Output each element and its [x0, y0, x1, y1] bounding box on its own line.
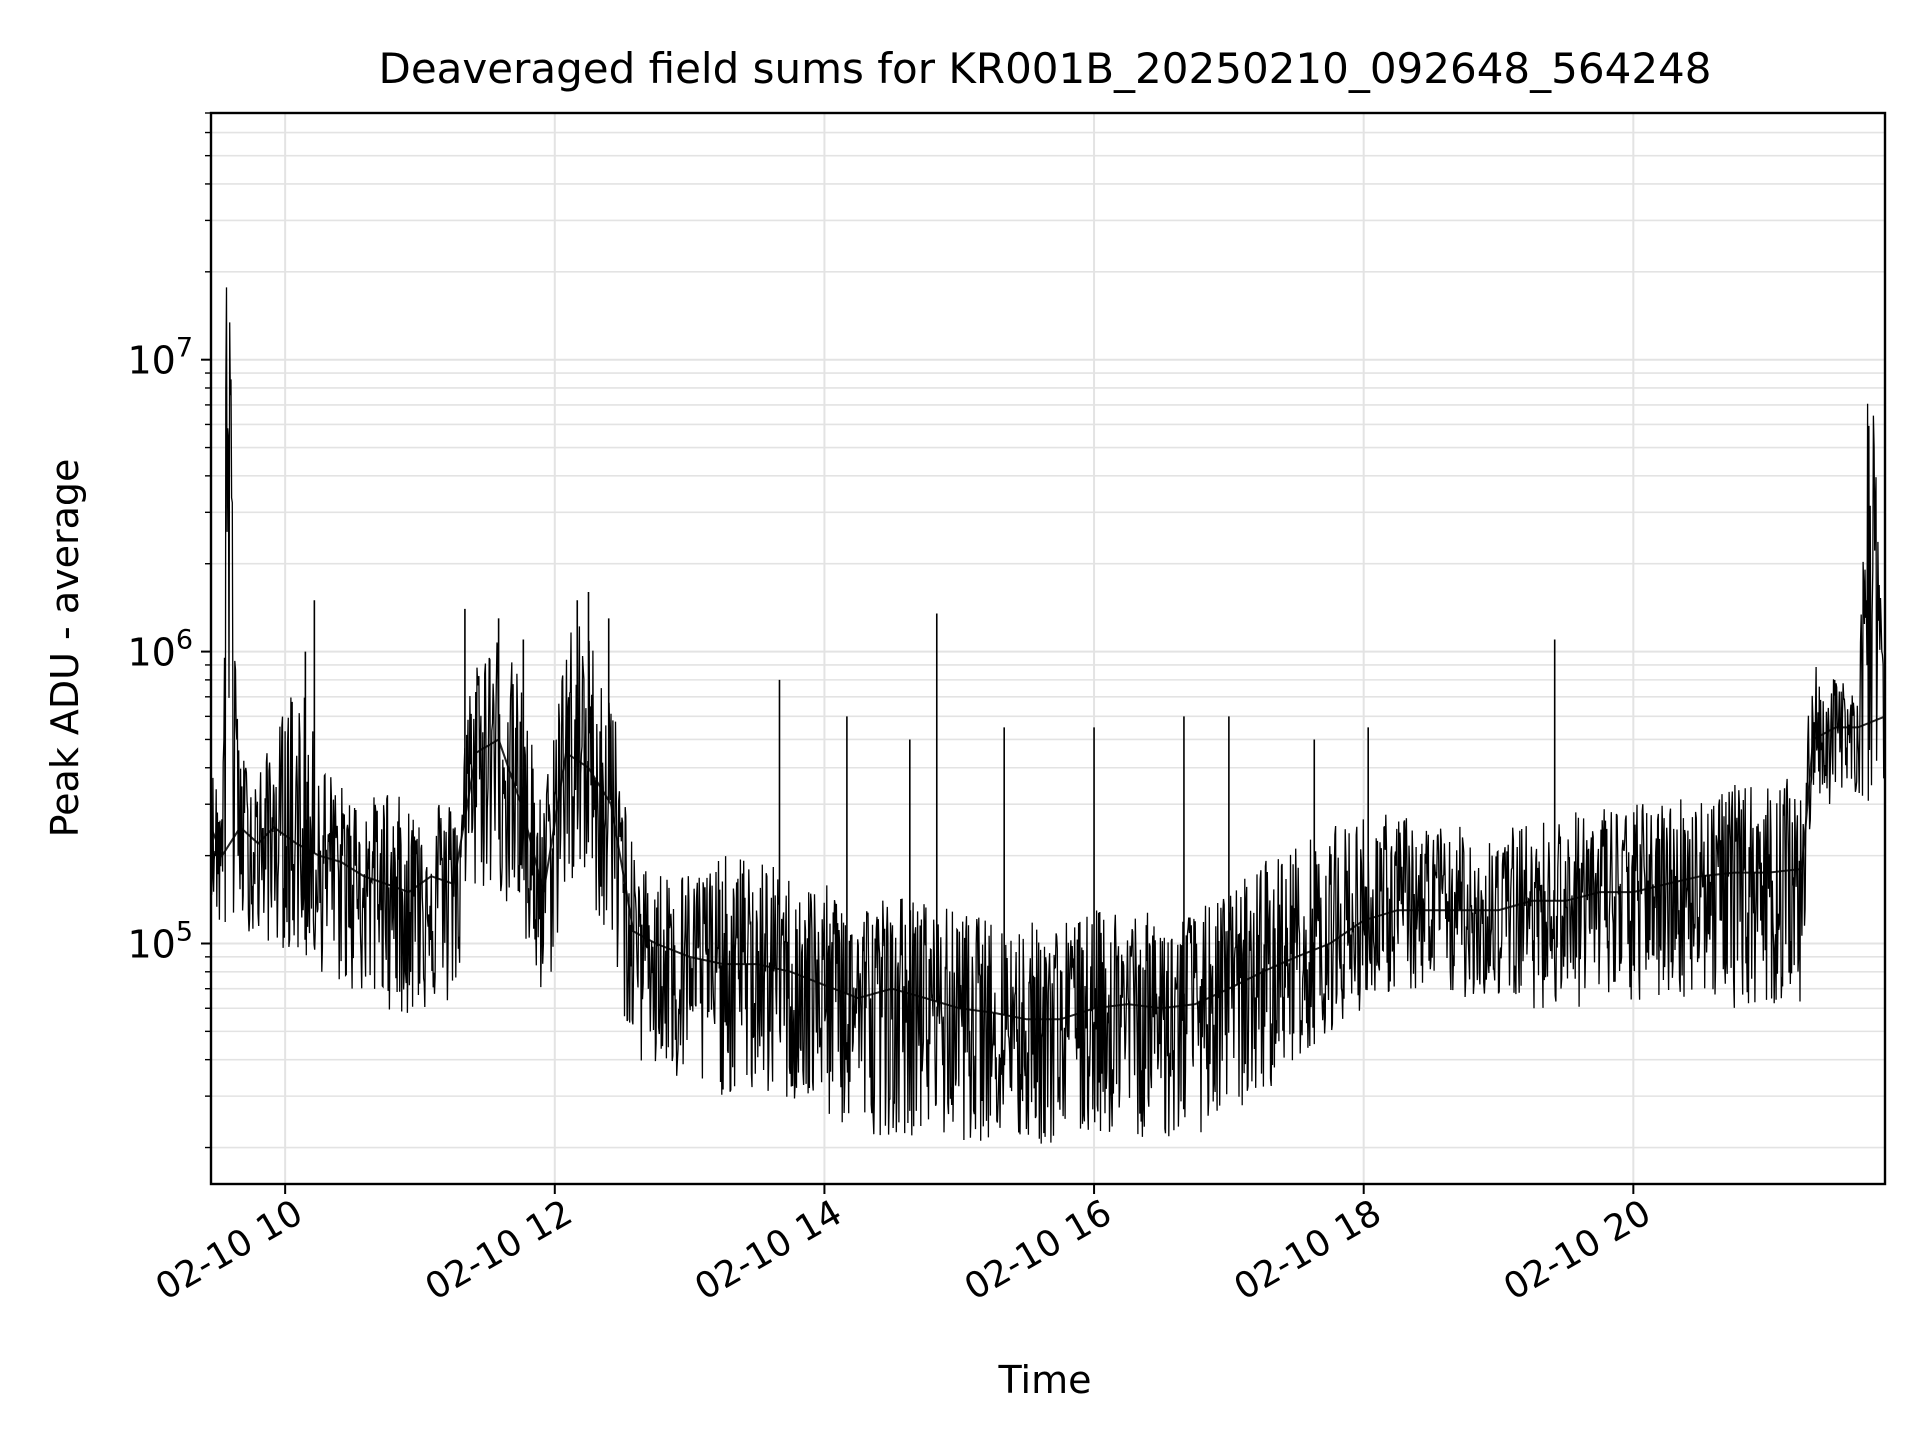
y-tick-label: 107	[127, 333, 193, 383]
y-tick-base: 10	[127, 631, 175, 675]
y-axis-label: Peak ADU - average	[43, 459, 87, 838]
chart-title: Deaveraged field sums for KR001B_2025021…	[379, 44, 1712, 93]
series-line	[210, 715, 1886, 1021]
y-tick-exponent: 7	[176, 333, 193, 364]
y-tick-label: 105	[127, 916, 193, 966]
plot-frame	[209, 111, 1887, 1186]
y-tick-base: 10	[127, 922, 175, 966]
data-series-layer	[210, 592, 1886, 1021]
x-axis-label: Time	[998, 1358, 1092, 1402]
data-band-layer	[210, 287, 1886, 1144]
y-tick-exponent: 6	[176, 625, 193, 656]
y-tick-label: 106	[127, 625, 193, 675]
y-tick-base: 10	[127, 339, 175, 383]
y-tick-exponent: 5	[176, 916, 193, 947]
series-trace	[210, 287, 1886, 1144]
